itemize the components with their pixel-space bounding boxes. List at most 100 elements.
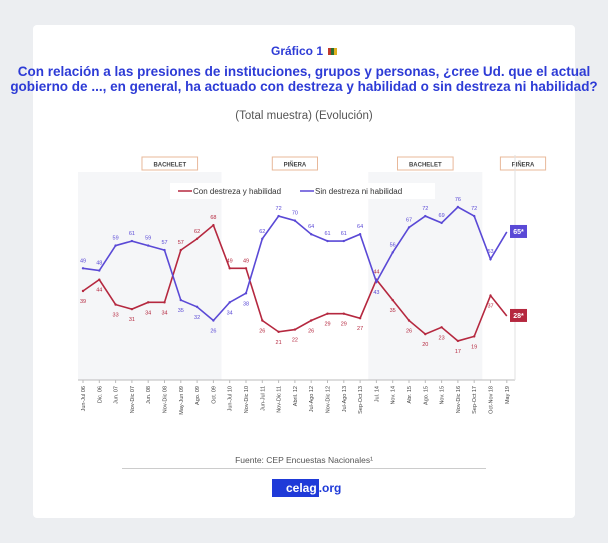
data-point — [407, 319, 411, 322]
data-point — [195, 237, 199, 240]
x-tick-label: Oct-Nov 18 — [489, 386, 495, 414]
data-label: 17 — [455, 349, 461, 355]
x-tick-label: Ago. 09 — [195, 386, 201, 405]
data-point — [310, 319, 313, 322]
data-label: 23 — [439, 335, 445, 341]
data-point — [130, 307, 134, 311]
data-label: 59 — [145, 236, 151, 242]
data-label: 48 — [96, 261, 102, 267]
data-label: 44 — [96, 288, 102, 294]
data-point — [244, 292, 248, 295]
data-label: 76 — [455, 197, 461, 203]
x-tick-label: May-Jun 09 — [179, 386, 185, 415]
x-tick-label: Jun-Jul 11 — [260, 386, 266, 411]
data-label: 32 — [194, 315, 200, 321]
kicker-text: Gráfico 1 — [270, 44, 324, 58]
data-label: 49 — [243, 258, 249, 264]
data-point — [114, 244, 117, 247]
period-label: BACHELET — [409, 163, 442, 169]
data-point — [489, 258, 492, 261]
data-label: 19 — [471, 344, 477, 350]
data-label: 29 — [341, 322, 347, 328]
data-point — [489, 294, 492, 297]
data-point — [261, 237, 264, 240]
data-label: 70 — [292, 211, 298, 217]
data-point — [114, 303, 117, 306]
final-value-badge — [510, 224, 527, 238]
data-point — [440, 221, 443, 225]
data-label: 53 — [487, 249, 493, 255]
data-label: 33 — [113, 313, 119, 319]
x-tick-label: Ago. 15 — [423, 386, 429, 405]
data-label: 72 — [471, 206, 477, 212]
data-point — [391, 251, 394, 254]
data-label: 59 — [113, 236, 119, 242]
data-label: 57 — [161, 240, 167, 246]
data-label: 37 — [487, 304, 493, 310]
x-tick-label: Dic. 06 — [97, 386, 103, 403]
data-point — [179, 248, 182, 252]
final-value-label: 65* — [513, 229, 524, 236]
period-label-box — [271, 156, 319, 171]
data-label: 27 — [357, 326, 363, 332]
line-chart: BACHELET PIÑERA BACHELET PIÑERA Con destreza… — [78, 155, 547, 415]
data-point — [147, 244, 150, 247]
x-tick-label: Abr. 15 — [407, 386, 413, 403]
data-label: 64 — [357, 224, 363, 230]
data-point — [326, 312, 329, 315]
data-point — [98, 278, 101, 281]
x-tick-label: Oct. 09 — [211, 386, 217, 404]
data-point — [163, 248, 166, 252]
data-label: 57 — [178, 240, 184, 246]
data-label: 21 — [276, 340, 282, 346]
data-point — [358, 233, 362, 236]
data-label: 69 — [439, 213, 445, 219]
data-point — [228, 301, 231, 304]
data-point — [293, 219, 297, 222]
data-label: 72 — [276, 206, 282, 212]
data-point — [326, 239, 329, 243]
x-tick-label: Jul. 14 — [374, 386, 380, 402]
data-label: 43 — [373, 290, 379, 296]
data-label: 22 — [292, 338, 298, 344]
period-shading — [368, 172, 483, 380]
data-label: 26 — [259, 329, 265, 335]
data-label: 72 — [422, 206, 428, 212]
logo-main: celag — [272, 479, 319, 497]
x-tick-label: Nov-Dic 08 — [163, 386, 169, 413]
data-label: 68 — [210, 215, 216, 221]
data-label: 67 — [406, 217, 412, 223]
data-label: 26 — [406, 329, 412, 335]
x-tick-label: Abril. 12 — [293, 386, 299, 406]
data-label: 35 — [390, 308, 396, 314]
data-point — [277, 214, 280, 218]
x-tick-label: Nov-Dic 16 — [456, 386, 462, 413]
x-tick-label: Nov. 14 — [391, 386, 397, 405]
x-tick-label: Jun. 07 — [114, 386, 120, 404]
period-label-box — [499, 156, 547, 171]
data-label: 35 — [178, 308, 184, 314]
source-note: Fuente: CEP Encuestas Nacionales¹ — [235, 455, 373, 465]
legend-label: Con destreza y habilidad — [193, 187, 281, 196]
x-tick-label: Sep-Oct 17 — [472, 386, 478, 414]
chart-subtitle: (Total muestra) (Evolución) — [235, 110, 373, 122]
x-tick-label: Jun-Jul 10 — [228, 386, 234, 411]
flag-icon — [328, 48, 338, 56]
data-point — [212, 319, 215, 322]
x-tick-label: Jun-Jul 06 — [81, 386, 87, 411]
period-label-box — [141, 156, 199, 171]
period-label: PIÑERA — [284, 162, 307, 169]
legend-label: Sin destreza ni habilidad — [315, 187, 402, 196]
data-point — [358, 317, 362, 320]
celag-logo: celag .org — [272, 479, 341, 498]
data-point — [195, 305, 199, 309]
data-label: 49 — [80, 258, 86, 264]
final-value-label: 28* — [513, 313, 524, 320]
data-label: 49 — [227, 258, 233, 264]
data-label: 61 — [129, 231, 135, 237]
data-point — [407, 226, 411, 229]
data-point — [130, 239, 134, 243]
data-label: 38 — [243, 301, 249, 307]
x-tick-label: Jul-Ago 13 — [342, 386, 348, 412]
data-point — [81, 289, 85, 293]
